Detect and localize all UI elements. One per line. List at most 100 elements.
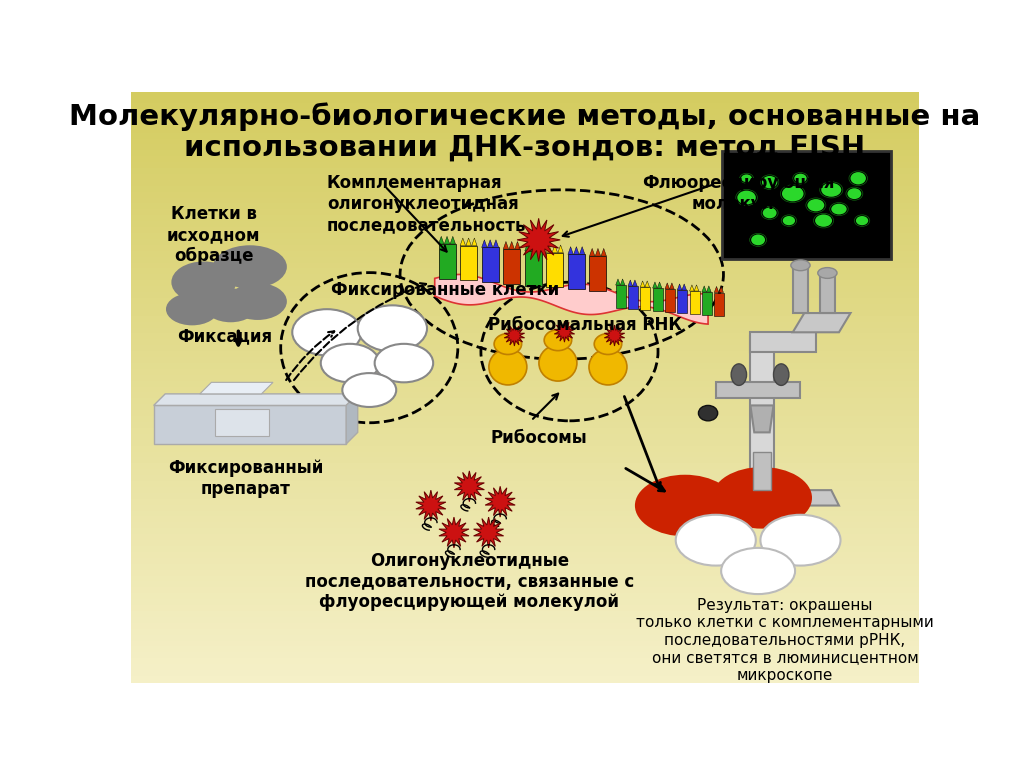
Bar [131, 634, 920, 641]
Polygon shape [154, 406, 346, 444]
Ellipse shape [782, 186, 804, 202]
Bar [131, 428, 920, 435]
Ellipse shape [761, 515, 841, 565]
Bar [131, 375, 920, 381]
Bar [131, 505, 920, 512]
Bar [131, 446, 920, 453]
Polygon shape [601, 249, 606, 256]
Bar [131, 334, 920, 340]
Bar [131, 652, 920, 659]
Ellipse shape [166, 293, 218, 325]
Polygon shape [485, 486, 515, 517]
Bar [628, 286, 638, 309]
Polygon shape [751, 406, 773, 433]
Bar [131, 221, 920, 228]
Polygon shape [694, 285, 698, 291]
Bar [131, 292, 920, 298]
Bar [131, 275, 920, 281]
Bar [131, 487, 920, 494]
Polygon shape [689, 285, 694, 291]
Text: Флюоресцирующая
молекула: Флюоресцирующая молекула [643, 174, 836, 213]
Bar [131, 139, 920, 145]
Ellipse shape [495, 334, 521, 354]
Bar [131, 452, 920, 458]
Bar [131, 257, 920, 263]
Bar [503, 249, 520, 284]
Bar [131, 203, 920, 210]
Bar [131, 316, 920, 322]
Bar [131, 575, 920, 582]
Polygon shape [455, 471, 484, 502]
Bar [714, 292, 724, 316]
Ellipse shape [848, 188, 861, 199]
Bar [131, 109, 920, 116]
Bar [131, 434, 920, 440]
Bar [722, 151, 891, 259]
Polygon shape [451, 236, 456, 244]
Bar [131, 321, 920, 328]
Polygon shape [719, 286, 724, 292]
Polygon shape [460, 238, 466, 245]
Bar [131, 120, 920, 127]
Ellipse shape [589, 349, 627, 385]
Polygon shape [595, 249, 601, 256]
Polygon shape [716, 382, 801, 398]
Bar [131, 469, 920, 476]
Polygon shape [154, 394, 357, 406]
Polygon shape [670, 283, 674, 289]
Bar [131, 351, 920, 357]
Bar [131, 640, 920, 647]
Ellipse shape [213, 245, 287, 288]
Bar [131, 605, 920, 612]
Polygon shape [751, 332, 816, 351]
Bar [131, 239, 920, 245]
Ellipse shape [594, 334, 622, 354]
Bar [131, 404, 920, 411]
Polygon shape [487, 240, 493, 248]
Ellipse shape [488, 349, 526, 385]
Polygon shape [677, 284, 682, 290]
Polygon shape [568, 247, 573, 255]
Bar [131, 310, 920, 317]
Bar [701, 292, 712, 315]
Ellipse shape [544, 330, 571, 351]
Bar [131, 511, 920, 517]
Bar [131, 439, 920, 446]
Ellipse shape [821, 183, 842, 197]
Polygon shape [494, 240, 499, 248]
Bar [131, 658, 920, 665]
Text: Фиксированный
препарат: Фиксированный препарат [168, 459, 324, 498]
Polygon shape [416, 490, 445, 521]
Ellipse shape [737, 191, 756, 205]
Bar [131, 599, 920, 606]
Text: Молекулярно-биологические методы, основанные на: Молекулярно-биологические методы, основа… [70, 102, 980, 131]
Polygon shape [504, 325, 524, 346]
Bar [615, 285, 626, 308]
Bar [131, 422, 920, 429]
Polygon shape [604, 325, 625, 346]
Polygon shape [524, 243, 530, 251]
Polygon shape [707, 286, 711, 292]
Bar [131, 162, 920, 169]
Polygon shape [438, 236, 444, 244]
Polygon shape [530, 243, 536, 251]
Bar [640, 287, 650, 310]
Text: Фиксация: Фиксация [177, 328, 272, 345]
Bar [481, 248, 499, 282]
Polygon shape [615, 279, 621, 285]
Bar [131, 115, 920, 121]
Polygon shape [793, 313, 851, 332]
Bar [751, 336, 773, 490]
Bar [131, 156, 920, 163]
Ellipse shape [292, 309, 361, 355]
Bar [438, 244, 456, 278]
Polygon shape [714, 286, 719, 292]
Bar [131, 133, 920, 140]
Polygon shape [537, 243, 542, 251]
Bar [131, 198, 920, 204]
Bar [131, 457, 920, 464]
Bar [131, 339, 920, 346]
Ellipse shape [698, 406, 718, 421]
Bar [131, 647, 920, 653]
Bar [131, 150, 920, 157]
